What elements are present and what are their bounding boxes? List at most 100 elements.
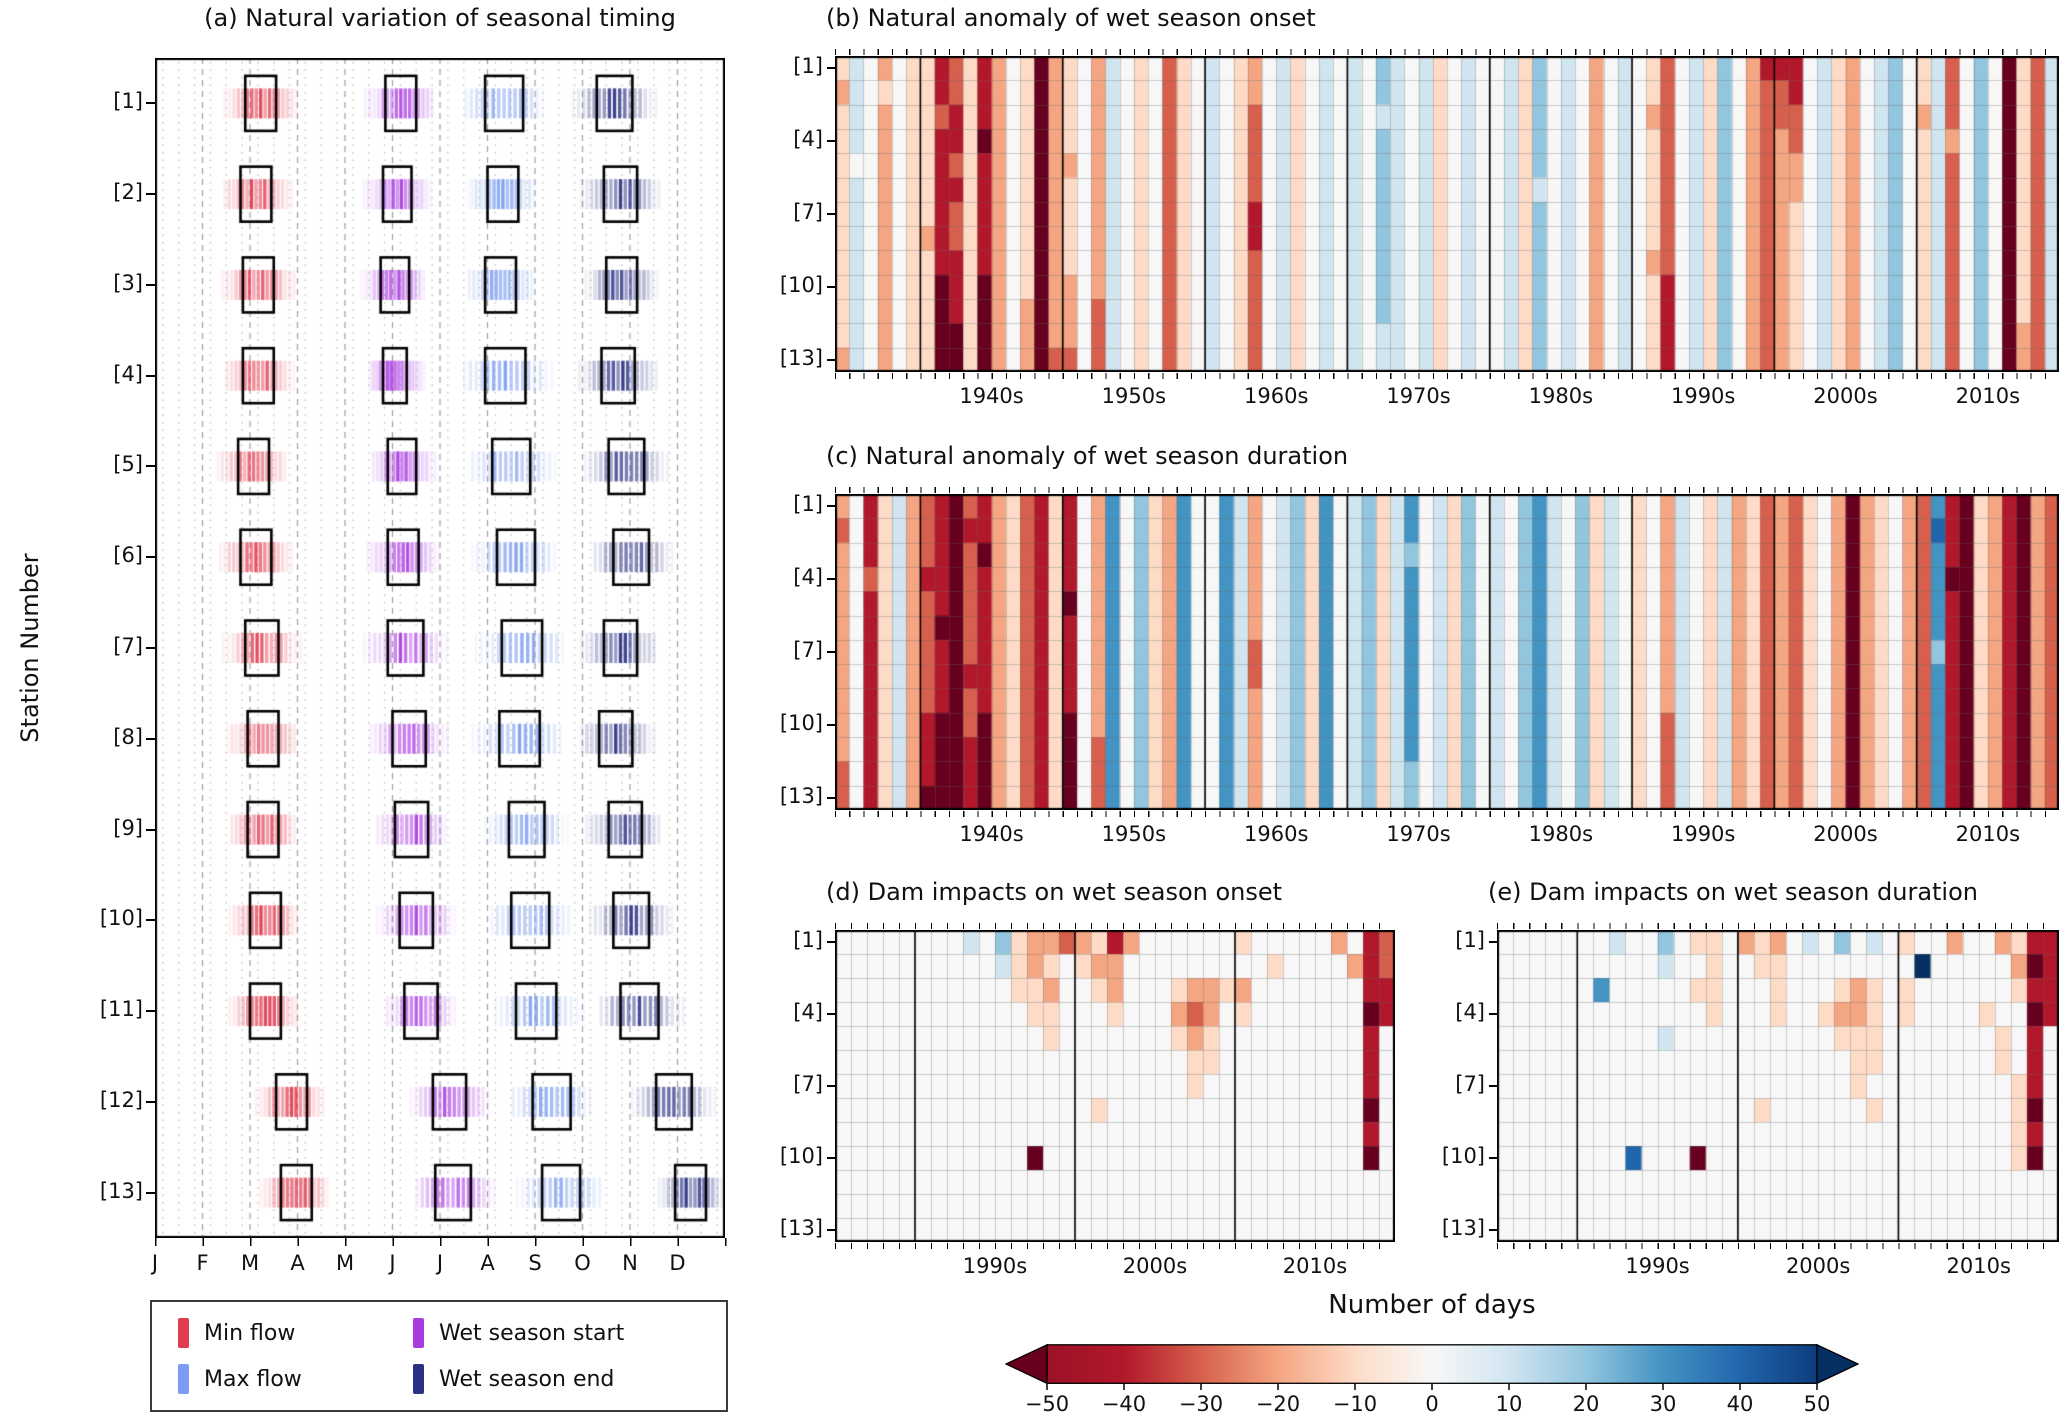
colorbar-tick-label: −10: [1332, 1392, 1378, 1416]
station-tick-label: [2]: [113, 180, 143, 205]
heatmap-ytick-label: [4]: [1455, 1000, 1485, 1024]
heatmap-ytick: [1489, 1085, 1497, 1087]
heatmap-xtick-label: 2010s: [1946, 1254, 2011, 1278]
heatmap-ytick: [827, 723, 835, 726]
heatmap-xticks-top: [1497, 923, 2059, 929]
heatmap-ytick-label: [7]: [793, 1072, 823, 1096]
heatmap-xticks-bottom: [835, 1243, 1395, 1249]
max-flow-label: Max flow: [204, 1366, 302, 1392]
colorbar-tick-label: 50: [1803, 1392, 1831, 1416]
heatmap-ytick-label: [10]: [779, 710, 823, 735]
heatmap-xtick-label: 1940s: [959, 822, 1024, 846]
heatmap-xtick-label: 2000s: [1785, 1254, 1851, 1278]
heatmap-natural-duration: [835, 494, 2059, 810]
heatmap-ytick-label: [7]: [1455, 1072, 1485, 1096]
heatmap-ytick: [827, 796, 835, 799]
station-tick: [146, 102, 155, 105]
month-tick-label: F: [196, 1251, 209, 1275]
heatmap-xtick-label: 2000s: [1122, 1254, 1188, 1278]
colorbar: [1005, 1344, 1859, 1390]
station-tick-label: [9]: [113, 815, 143, 840]
colorbar-title: Number of days: [1328, 1290, 1536, 1320]
heatmap-ytick: [1489, 1013, 1497, 1015]
heatmap-xtick-label: 1990s: [1670, 384, 1736, 408]
colorbar-tick-label: −40: [1101, 1392, 1147, 1416]
heatmap-xtick-label: 1950s: [1101, 384, 1167, 408]
colorbar-tick-label: 40: [1726, 1392, 1754, 1416]
panel-a-y-axis-label: Station Number: [16, 553, 44, 743]
colorbar-tick-label: 10: [1495, 1392, 1523, 1416]
heatmap-ytick: [827, 1085, 835, 1087]
heatmap-dam-duration: [1497, 930, 2059, 1242]
station-tick-label: [5]: [113, 452, 143, 477]
heatmap-ytick-label: [7]: [793, 200, 823, 224]
heatmap-xticks-top: [835, 49, 2059, 55]
month-tick-label: M: [240, 1251, 260, 1275]
station-tick: [146, 374, 155, 377]
heatmap-ytick-label: [1]: [793, 54, 823, 79]
colorbar-tick-label: 20: [1572, 1392, 1600, 1416]
heatmap-ytick: [827, 578, 835, 581]
heatmap-xtick-label: 1990s: [1625, 1254, 1690, 1278]
legend-item-wet-season-start: Wet season start: [413, 1318, 716, 1348]
panel-d-title: (d) Dam impacts on wet season onset: [826, 878, 1283, 906]
heatmap-xticks-bottom: [1497, 1243, 2059, 1249]
month-tick-label: J: [389, 1251, 396, 1275]
panel-b-title: (b) Natural anomaly of wet season onset: [826, 4, 1316, 32]
heatmap-xticks-top: [835, 487, 2059, 493]
station-tick: [146, 1100, 155, 1103]
heatmap-xtick-label: 1940s: [959, 384, 1024, 408]
station-tick: [146, 193, 155, 196]
month-tick-label: M: [335, 1251, 355, 1275]
heatmap-xtick-label: 2010s: [1955, 384, 2021, 408]
min-flow-swatch: [178, 1318, 189, 1348]
panel-a-title: (a) Natural variation of seasonal timing: [204, 4, 676, 32]
heatmap-ytick-label: [13]: [779, 783, 823, 808]
heatmap-xtick-label: 1960s: [1244, 822, 1309, 846]
heatmap-ytick-label: [13]: [1441, 1216, 1485, 1240]
month-tick-label: D: [669, 1251, 686, 1275]
heatmap-ytick: [827, 1013, 835, 1015]
month-tick-label: J: [151, 1251, 159, 1275]
heatmap-xtick-label: 1960s: [1244, 384, 1309, 408]
heatmap-ytick-label: [1]: [1455, 928, 1485, 952]
heatmap-ytick: [827, 1229, 835, 1231]
legend-item-min-flow: Min flow: [178, 1318, 413, 1348]
station-tick-label: [4]: [113, 361, 143, 386]
heatmap-ytick: [827, 358, 835, 361]
heatmap-xtick-label: 2000s: [1813, 384, 1878, 408]
heatmap-ytick: [827, 941, 835, 943]
legend-item-wet-season-end: Wet season end: [413, 1364, 716, 1394]
station-tick-label: [12]: [99, 1087, 143, 1112]
station-tick-label: [13]: [99, 1178, 143, 1203]
heatmap-ytick-label: [4]: [793, 565, 823, 590]
legend-item-max-flow: Max flow: [178, 1364, 413, 1394]
heatmap-ytick-label: [4]: [793, 1000, 823, 1024]
month-tick-label: J: [436, 1251, 444, 1275]
station-tick: [146, 828, 155, 831]
colorbar-tick-label: −50: [1024, 1392, 1070, 1416]
heatmap-ytick-label: [10]: [779, 272, 823, 297]
month-tick-label: N: [622, 1251, 638, 1275]
month-ticks: [155, 1238, 727, 1246]
colorbar-tick-label: −30: [1178, 1392, 1224, 1416]
month-tick-label: O: [574, 1251, 591, 1275]
month-tick-label: A: [290, 1251, 305, 1275]
station-tick: [146, 919, 155, 922]
heatmap-dam-onset: [835, 930, 1395, 1242]
heatmap-ytick-label: [1]: [793, 928, 823, 952]
colorbar-tick-label: −20: [1255, 1392, 1301, 1416]
heatmap-ytick-label: [13]: [779, 1216, 823, 1240]
station-tick-label: [8]: [113, 724, 143, 749]
heatmap-xtick-label: 2010s: [1955, 822, 2021, 846]
heatmap-ytick: [827, 67, 835, 70]
heatmap-xticks-bottom: [835, 373, 2059, 379]
station-tick-label: [10]: [99, 906, 143, 931]
heatmap-ytick-label: [10]: [1441, 1144, 1485, 1168]
heatmap-ytick: [827, 140, 835, 143]
heatmap-xtick-label: 1980s: [1528, 822, 1594, 846]
wet-season-end-label: Wet season end: [439, 1366, 615, 1392]
panel-e-title: (e) Dam impacts on wet season duration: [1488, 878, 1978, 906]
heatmap-ytick: [827, 213, 835, 215]
